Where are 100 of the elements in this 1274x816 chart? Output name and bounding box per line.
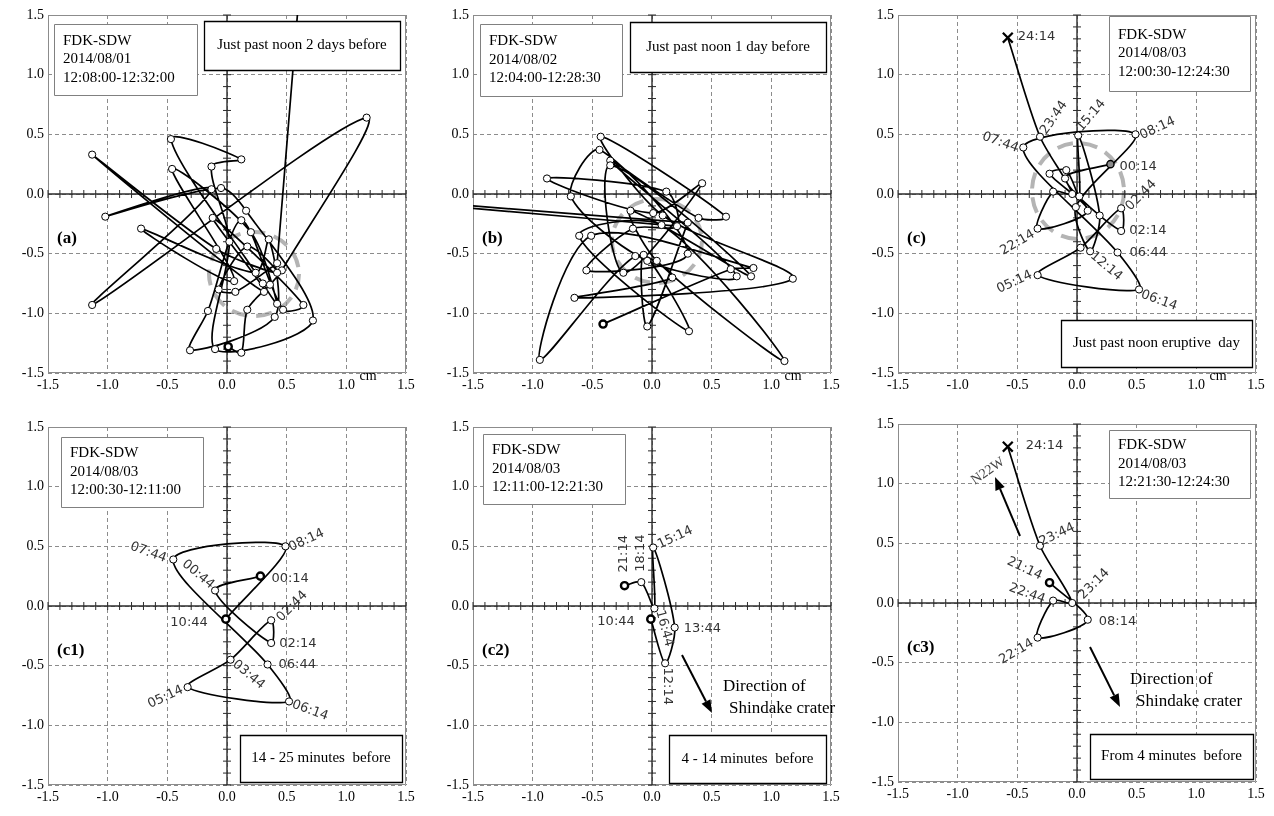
- y-tick-label: 1.0: [26, 478, 44, 494]
- text: (c1): [57, 640, 85, 660]
- y-tick-label: 1.0: [451, 478, 469, 494]
- x-tick-label: -1.5: [36, 789, 60, 805]
- x-tick-label: -1.0: [96, 789, 119, 805]
- annotation: FDK-SDW 2014/08/01 12:08:00-12:32:00: [63, 31, 175, 85]
- annotation: 07:44: [128, 537, 169, 565]
- annotation: 14 - 25 minutes before: [251, 749, 392, 766]
- annotation: Direction of Shindake crater: [723, 676, 836, 718]
- y-tick-label: -1.5: [446, 364, 469, 380]
- y-tick-label: 0.0: [451, 597, 469, 613]
- y-tick-label: -1.0: [446, 305, 469, 321]
- x-tick-label: 0.5: [702, 377, 721, 393]
- x-tick-label: 0.0: [643, 789, 661, 805]
- y-tick-label: 0.0: [26, 185, 44, 201]
- x-tick-label: 0.5: [1127, 377, 1146, 393]
- x-tick-label: -1.5: [36, 377, 60, 393]
- x-tick-label: 0.0: [218, 377, 236, 393]
- annotation: 06:14: [290, 695, 331, 723]
- annotation: 00:14: [271, 569, 309, 585]
- y-tick-label: -1.0: [446, 717, 469, 733]
- x-tick-label: -1.0: [521, 377, 544, 393]
- text: (a): [57, 228, 77, 248]
- annotation: 06:44: [1129, 243, 1168, 259]
- y-tick-label: 0.0: [876, 185, 894, 201]
- text: (c2): [482, 640, 510, 660]
- y-tick-label: -0.5: [871, 245, 894, 261]
- y-tick-label: 0.5: [451, 126, 469, 142]
- x-tick-label: 1.0: [337, 789, 356, 805]
- annotation: FDK-SDW 2014/08/03 12:21:30-12:24:30: [1118, 436, 1230, 490]
- x-tick-label: -0.5: [1006, 786, 1029, 802]
- x-tick-label: -0.5: [156, 789, 179, 805]
- x-tick-label: -1.5: [461, 789, 485, 805]
- annotation: From 4 minutes before: [1101, 747, 1243, 764]
- x-tick-label: -1.5: [886, 786, 910, 802]
- y-tick-label: 0.5: [26, 538, 44, 554]
- x-tick-label: -1.5: [461, 377, 485, 393]
- annotation: 13:44: [683, 619, 722, 635]
- annotation: 08:14: [1136, 112, 1178, 143]
- annotation: 24:14: [1017, 28, 1056, 44]
- x-axis-title: cm: [784, 367, 802, 383]
- annotation: Just past noon 2 days before: [217, 36, 388, 53]
- x-tick-label: -1.0: [96, 377, 119, 393]
- y-tick-label: -0.5: [446, 657, 469, 673]
- y-tick-label: 1.5: [26, 418, 44, 434]
- x-tick-label: 1.5: [397, 377, 415, 393]
- annotation: Just past noon 1 day before: [646, 37, 811, 54]
- x-tick-label: 0.0: [1068, 377, 1086, 393]
- x-tick-label: 0.5: [702, 789, 721, 805]
- x-axis-title: cm: [1209, 367, 1227, 383]
- annotation: 12:14: [660, 667, 676, 706]
- y-tick-label: 0.5: [876, 535, 894, 551]
- x-tick-label: -1.0: [946, 786, 969, 802]
- y-tick-label: -1.0: [21, 717, 44, 733]
- annotation: Just past noon eruptive day: [1072, 334, 1241, 351]
- y-tick-label: 1.0: [876, 66, 894, 82]
- text: (b): [482, 228, 503, 248]
- annotation: 07:44: [980, 127, 1021, 155]
- annotation: 06:44: [278, 655, 317, 671]
- x-tick-label: 0.0: [1068, 786, 1086, 802]
- y-tick-label: -1.5: [446, 776, 469, 792]
- y-tick-label: -1.5: [21, 776, 44, 792]
- y-tick-label: 0.5: [451, 538, 469, 554]
- y-tick-label: -1.5: [871, 773, 894, 789]
- annotation: Direction of Shindake crater: [1130, 669, 1243, 711]
- annotation: 16:44: [653, 608, 678, 649]
- x-tick-label: 0.5: [1127, 786, 1146, 802]
- y-tick-label: 0.0: [26, 597, 44, 613]
- annotation: 21:14: [614, 534, 630, 573]
- y-tick-label: -1.0: [871, 714, 894, 730]
- annotation: FDK-SDW 2014/08/03 12:00:30-12:24:30: [1118, 25, 1230, 79]
- annotation: 10:44: [170, 613, 208, 629]
- annotation: 4 - 14 minutes before: [681, 749, 814, 766]
- x-tick-label: 0.5: [277, 789, 296, 805]
- annotation: 22:44: [1007, 579, 1048, 607]
- x-tick-label: 1.0: [762, 789, 781, 805]
- x-tick-label: 0.0: [643, 377, 661, 393]
- y-tick-label: -0.5: [446, 245, 469, 261]
- x-tick-label: 1.5: [397, 789, 415, 805]
- x-tick-label: -0.5: [581, 789, 604, 805]
- y-tick-label: 1.5: [26, 6, 44, 22]
- x-tick-label: 1.5: [822, 377, 840, 393]
- text: (c): [907, 228, 926, 248]
- x-tick-label: 0.5: [277, 377, 296, 393]
- annotation: 02:14: [279, 635, 317, 651]
- text: (c3): [907, 637, 935, 657]
- annotation: 00:14: [1119, 157, 1157, 173]
- y-tick-label: -1.0: [871, 305, 894, 321]
- x-tick-label: 0.0: [218, 789, 236, 805]
- annotation: 08:14: [1098, 613, 1137, 629]
- x-tick-label: -0.5: [156, 377, 179, 393]
- x-axis-title: cm: [359, 367, 377, 383]
- y-tick-label: 1.5: [876, 6, 894, 22]
- y-tick-label: 0.0: [876, 594, 894, 610]
- x-tick-label: -1.5: [886, 377, 910, 393]
- x-tick-label: 1.0: [337, 377, 356, 393]
- annotation: 02:14: [1129, 222, 1167, 238]
- x-tick-label: -0.5: [1006, 377, 1029, 393]
- y-tick-label: 0.5: [876, 126, 894, 142]
- y-tick-label: -0.5: [21, 657, 44, 673]
